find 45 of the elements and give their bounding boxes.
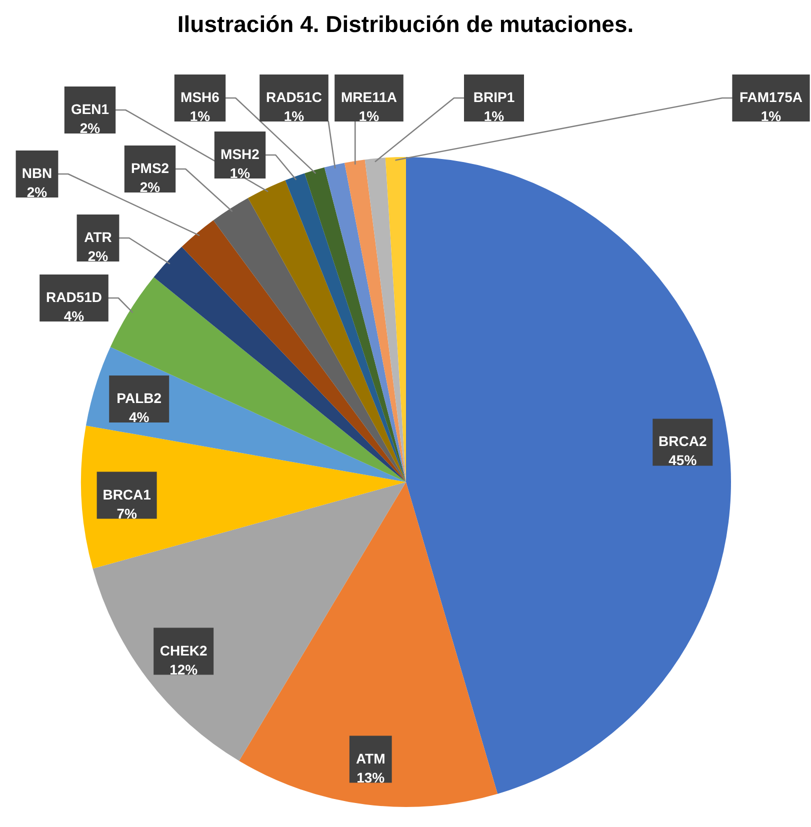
slice-label: BRCA1 <box>102 486 152 502</box>
pie-slice <box>248 180 406 482</box>
slice-label: RAD51C <box>266 89 322 105</box>
data-label: 1% <box>484 108 505 124</box>
pie-slice <box>81 426 406 569</box>
data-label: 1% <box>760 108 782 124</box>
pie-slice <box>364 158 406 482</box>
data-label: 1% <box>230 165 251 181</box>
slice-label: ATR <box>84 229 112 245</box>
pie-slice <box>324 162 406 482</box>
chart-title: Ilustración 4. Distribución de mutaciones. <box>177 11 634 37</box>
slice-label: PMS2 <box>130 160 170 176</box>
data-label: 4% <box>64 308 85 324</box>
data-label: 1% <box>284 108 305 124</box>
slice-label: GEN1 <box>70 101 110 117</box>
data-label: 2% <box>80 120 101 136</box>
slice-label: CHEK2 <box>160 642 208 658</box>
slice-label: BRIP1 <box>473 89 515 105</box>
pie-slice <box>406 157 731 794</box>
slice-label: NBN <box>22 165 52 181</box>
pie-slice <box>182 220 406 482</box>
data-label: 13% <box>356 769 386 786</box>
pie-slice <box>239 482 498 807</box>
pie-slice <box>110 277 406 482</box>
slice-label: PALB2 <box>116 390 162 406</box>
slice-label: MSH2 <box>220 146 260 162</box>
data-label: 45% <box>668 452 698 468</box>
slice-label: ATM <box>356 750 386 766</box>
slice-label: MRE11A <box>340 89 398 105</box>
data-label: 7% <box>116 505 138 522</box>
slice-label: MSH6 <box>180 89 220 105</box>
pie-slice <box>304 167 406 482</box>
data-label: 1% <box>358 108 380 124</box>
slice-label: BRCA2 <box>658 433 707 450</box>
pie-slice <box>344 160 406 482</box>
data-label: 2% <box>140 179 161 195</box>
data-label: 1% <box>190 108 211 124</box>
data-label: 12% <box>170 661 198 678</box>
slice-label: FAM175A <box>739 89 803 105</box>
data-label: 4% <box>128 409 150 426</box>
pie-slice <box>213 198 406 482</box>
slice-label: RAD51D <box>46 289 102 305</box>
data-label: 2% <box>26 184 48 200</box>
pie-slice <box>285 173 406 482</box>
data-label: 2% <box>88 248 109 264</box>
